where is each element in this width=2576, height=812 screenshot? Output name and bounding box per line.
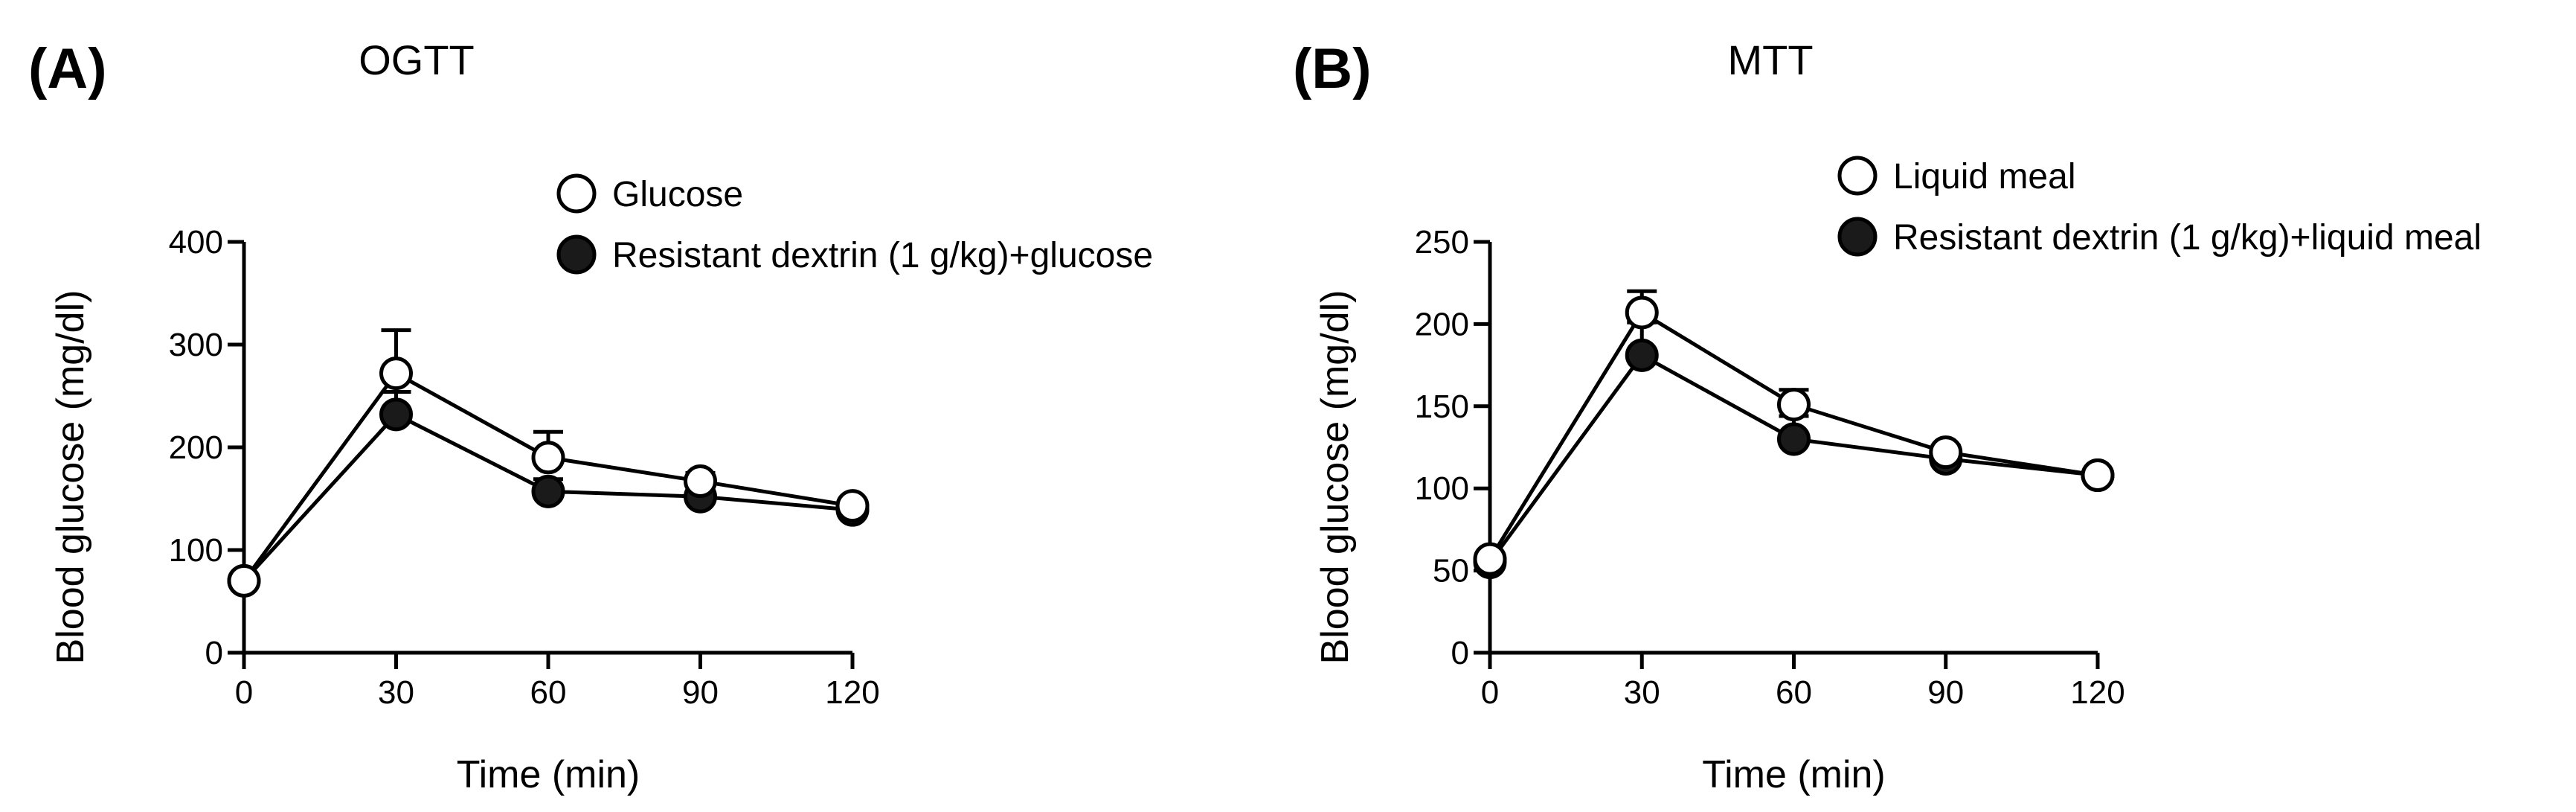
x-tick-label: 60	[530, 674, 567, 711]
y-tick-label: 0	[205, 635, 223, 671]
legend-marker	[556, 234, 597, 275]
panel-b: (B) MTT 0 50 100 150 200 250 0 30 60 90 120 Time (min…	[1293, 36, 2482, 796]
data-point	[1777, 422, 1811, 456]
legend-label: Glucose	[612, 175, 743, 214]
data-point	[1929, 435, 1963, 470]
legend-marker	[556, 173, 597, 214]
y-tick-label: 200	[1415, 306, 1469, 342]
y-tick-label: 50	[1433, 553, 1469, 589]
data-point	[531, 441, 565, 475]
data-point	[379, 357, 413, 391]
x-axis-label: Time (min)	[457, 753, 640, 796]
data-point	[1777, 388, 1811, 422]
x-tick-label: 30	[1624, 674, 1660, 711]
data-point	[1625, 338, 1659, 372]
x-tick-label: 30	[378, 674, 414, 711]
panel-label: (A)	[28, 37, 107, 100]
legend-label: Resistant dextrin (1 g/kg)+liquid meal	[1893, 218, 2482, 258]
y-tick-label: 100	[169, 532, 223, 569]
x-tick-label: 0	[1481, 674, 1499, 711]
x-axis-label: Time (min)	[1702, 753, 1886, 796]
y-tick-label: 150	[1415, 389, 1469, 425]
panel-a: (A) OGTT 0 100 200 300 400 0 30 60 90 120 Time (min)…	[28, 36, 1153, 796]
y-tick-label: 100	[1415, 470, 1469, 507]
legend-marker	[1837, 156, 1878, 196]
chart-title: OGTT	[359, 36, 475, 83]
y-tick-label: 0	[1451, 635, 1469, 671]
data-point	[684, 464, 717, 499]
x-tick-label: 90	[1927, 674, 1964, 711]
data-point	[379, 397, 413, 432]
y-tick-label: 400	[169, 224, 223, 260]
y-tick-label: 300	[169, 327, 223, 363]
x-tick-label: 90	[682, 674, 719, 711]
data-point	[1473, 542, 1507, 576]
data-point	[1625, 295, 1659, 330]
x-tick-label: 120	[2070, 674, 2124, 711]
y-tick-label: 250	[1415, 224, 1469, 260]
data-point	[227, 563, 261, 598]
legend-marker	[1837, 217, 1878, 257]
legend-label: Resistant dextrin (1 g/kg)+glucose	[612, 236, 1153, 275]
legend-label: Liquid meal	[1893, 157, 2075, 196]
y-axis-label: Blood glucose (mg/dl)	[1314, 290, 1357, 665]
x-tick-label: 0	[235, 674, 253, 711]
data-point	[531, 474, 565, 508]
panel-label: (B)	[1293, 37, 1372, 100]
data-point	[2081, 458, 2115, 493]
x-tick-label: 60	[1776, 674, 1812, 711]
y-tick-label: 200	[169, 429, 223, 466]
chart-title: MTT	[1727, 36, 1813, 83]
y-axis-label: Blood glucose (mg/dl)	[49, 290, 92, 665]
data-point	[835, 489, 870, 523]
x-tick-label: 120	[825, 674, 879, 711]
series-line	[1488, 353, 2098, 564]
